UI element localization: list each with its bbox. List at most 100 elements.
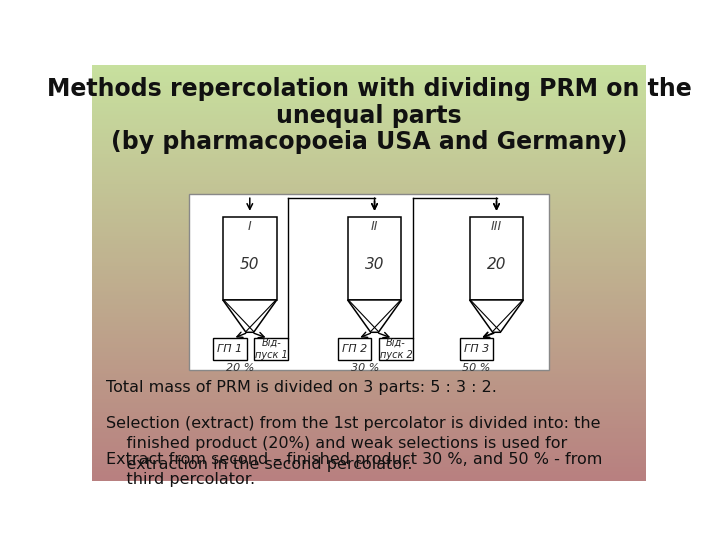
Bar — [92, 407, 647, 409]
Bar — [92, 458, 647, 460]
Bar — [92, 256, 647, 258]
Bar — [92, 313, 647, 314]
Bar — [92, 361, 647, 363]
Bar — [92, 417, 647, 418]
Bar — [92, 239, 647, 241]
Bar — [92, 280, 647, 281]
Bar — [92, 75, 647, 76]
Bar — [92, 90, 647, 91]
Bar — [92, 400, 647, 402]
Bar — [92, 89, 647, 90]
Bar — [92, 191, 647, 192]
Bar — [92, 223, 647, 224]
Bar — [92, 259, 647, 260]
Bar — [92, 83, 647, 84]
Text: ГП 1: ГП 1 — [217, 344, 243, 354]
Bar — [92, 106, 647, 108]
Text: (by pharmacopoeia USA and Germany): (by pharmacopoeia USA and Germany) — [111, 130, 627, 154]
Bar — [92, 102, 647, 104]
Bar — [92, 341, 647, 342]
Text: Selection (extract) from the 1st percolator is divided into: the
    finished pr: Selection (extract) from the 1st percola… — [106, 416, 600, 471]
Bar — [92, 345, 647, 346]
Bar — [92, 380, 647, 381]
Bar — [92, 156, 647, 158]
Bar — [92, 94, 647, 95]
Bar — [469, 217, 523, 300]
Bar — [92, 428, 647, 429]
Bar — [92, 184, 647, 185]
Bar — [92, 167, 647, 168]
Bar — [92, 159, 647, 160]
Bar — [92, 84, 647, 85]
Bar — [92, 446, 647, 447]
Bar — [459, 339, 493, 360]
Text: 30: 30 — [365, 257, 384, 272]
Bar — [92, 382, 647, 383]
Bar — [92, 317, 647, 319]
Bar — [92, 233, 647, 234]
Bar — [92, 180, 647, 181]
Bar — [92, 261, 647, 263]
Bar — [92, 188, 647, 190]
Bar — [92, 439, 647, 441]
Bar — [92, 468, 647, 469]
Bar — [92, 454, 647, 456]
Bar — [92, 248, 647, 249]
Text: III: III — [491, 220, 502, 233]
Bar — [92, 65, 647, 66]
Bar — [92, 267, 647, 268]
Bar — [92, 328, 647, 329]
Bar — [92, 268, 647, 270]
Bar — [92, 271, 647, 273]
Bar — [92, 289, 647, 291]
Bar — [92, 415, 647, 417]
Bar — [92, 79, 647, 80]
Bar — [92, 307, 647, 309]
Bar — [92, 153, 647, 155]
Text: ГП 3: ГП 3 — [464, 344, 489, 354]
Bar — [92, 310, 647, 312]
Bar — [92, 87, 647, 89]
Bar — [92, 329, 647, 331]
Bar — [92, 431, 647, 432]
Bar — [92, 183, 647, 184]
Text: ГП 2: ГП 2 — [342, 344, 367, 354]
Bar — [92, 322, 647, 324]
Bar — [92, 146, 647, 148]
Bar — [92, 212, 647, 213]
Bar — [92, 478, 647, 479]
Bar — [92, 172, 647, 173]
Text: II: II — [371, 220, 378, 233]
Bar — [92, 422, 647, 424]
Bar — [92, 273, 647, 274]
Bar — [92, 397, 647, 399]
Bar — [92, 285, 647, 287]
Bar — [92, 263, 647, 265]
Bar — [92, 145, 647, 146]
Bar — [92, 469, 647, 471]
Bar — [92, 133, 647, 134]
Bar — [92, 364, 647, 366]
Bar — [92, 275, 647, 277]
Bar — [92, 192, 647, 194]
Bar — [92, 291, 647, 292]
Bar — [92, 339, 647, 341]
Bar — [92, 356, 647, 357]
Bar — [92, 420, 647, 421]
Bar — [92, 228, 647, 230]
Bar — [92, 69, 647, 70]
Bar — [92, 434, 647, 435]
Bar — [92, 404, 647, 406]
Bar — [92, 359, 647, 360]
Bar — [254, 339, 288, 360]
Bar — [92, 366, 647, 367]
Bar — [92, 234, 647, 235]
Bar — [92, 244, 647, 245]
Bar — [92, 141, 647, 143]
Bar — [92, 245, 647, 246]
Bar — [92, 427, 647, 428]
Bar — [92, 450, 647, 451]
Bar — [92, 421, 647, 422]
Bar — [92, 451, 647, 453]
Bar — [92, 295, 647, 296]
